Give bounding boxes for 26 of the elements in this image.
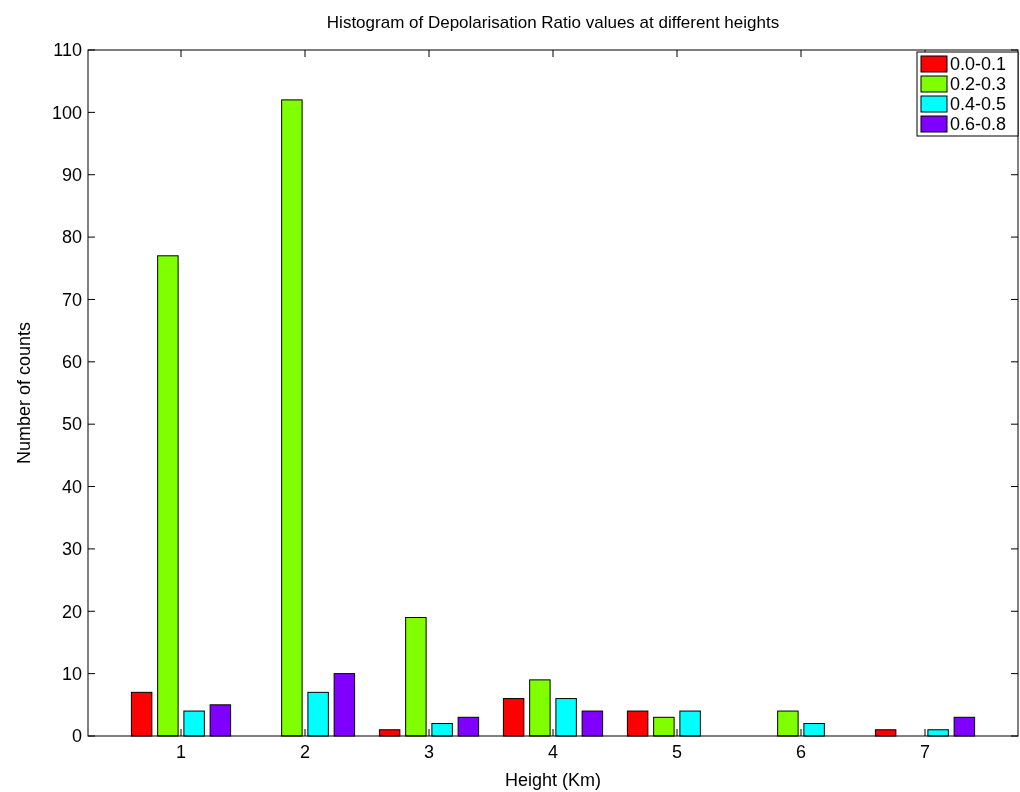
x-tick-label: 4 — [547, 742, 559, 762]
y-tick-label: 20 — [61, 601, 82, 622]
x-tick-label: 6 — [795, 742, 807, 762]
x-tick-label: 5 — [671, 742, 683, 762]
y-tick-label: 90 — [61, 165, 82, 186]
legend-label: 0.6-0.8 — [950, 114, 1007, 135]
y-tick-label: 70 — [61, 289, 82, 310]
y-axis-title: Number of counts — [14, 321, 34, 465]
x-axis-title: Height (Km) — [504, 770, 602, 790]
y-tick-label: 40 — [61, 476, 82, 497]
y-tick-label: 110 — [53, 40, 82, 61]
y-tick-label: 10 — [61, 663, 82, 684]
x-tick-label: 1 — [175, 742, 187, 762]
chart-title: Histogram of Depolarisation Ratio values at different heights — [326, 13, 780, 32]
x-tick-label: 2 — [299, 742, 311, 762]
legend-label: 0.2-0.3 — [950, 74, 1007, 95]
y-tick-label: 50 — [61, 414, 82, 435]
y-tick-label: 100 — [51, 102, 82, 123]
x-tick-label: 7 — [919, 742, 931, 762]
legend-label: 0.0-0.1 — [950, 54, 1007, 75]
y-tick-label: 60 — [61, 352, 82, 373]
y-tick-label: 30 — [61, 539, 82, 560]
y-tick-label: 80 — [61, 227, 82, 248]
y-tick-label: 0 — [71, 726, 82, 747]
legend-label: 0.4-0.5 — [950, 94, 1007, 115]
x-tick-label: 3 — [423, 742, 435, 762]
